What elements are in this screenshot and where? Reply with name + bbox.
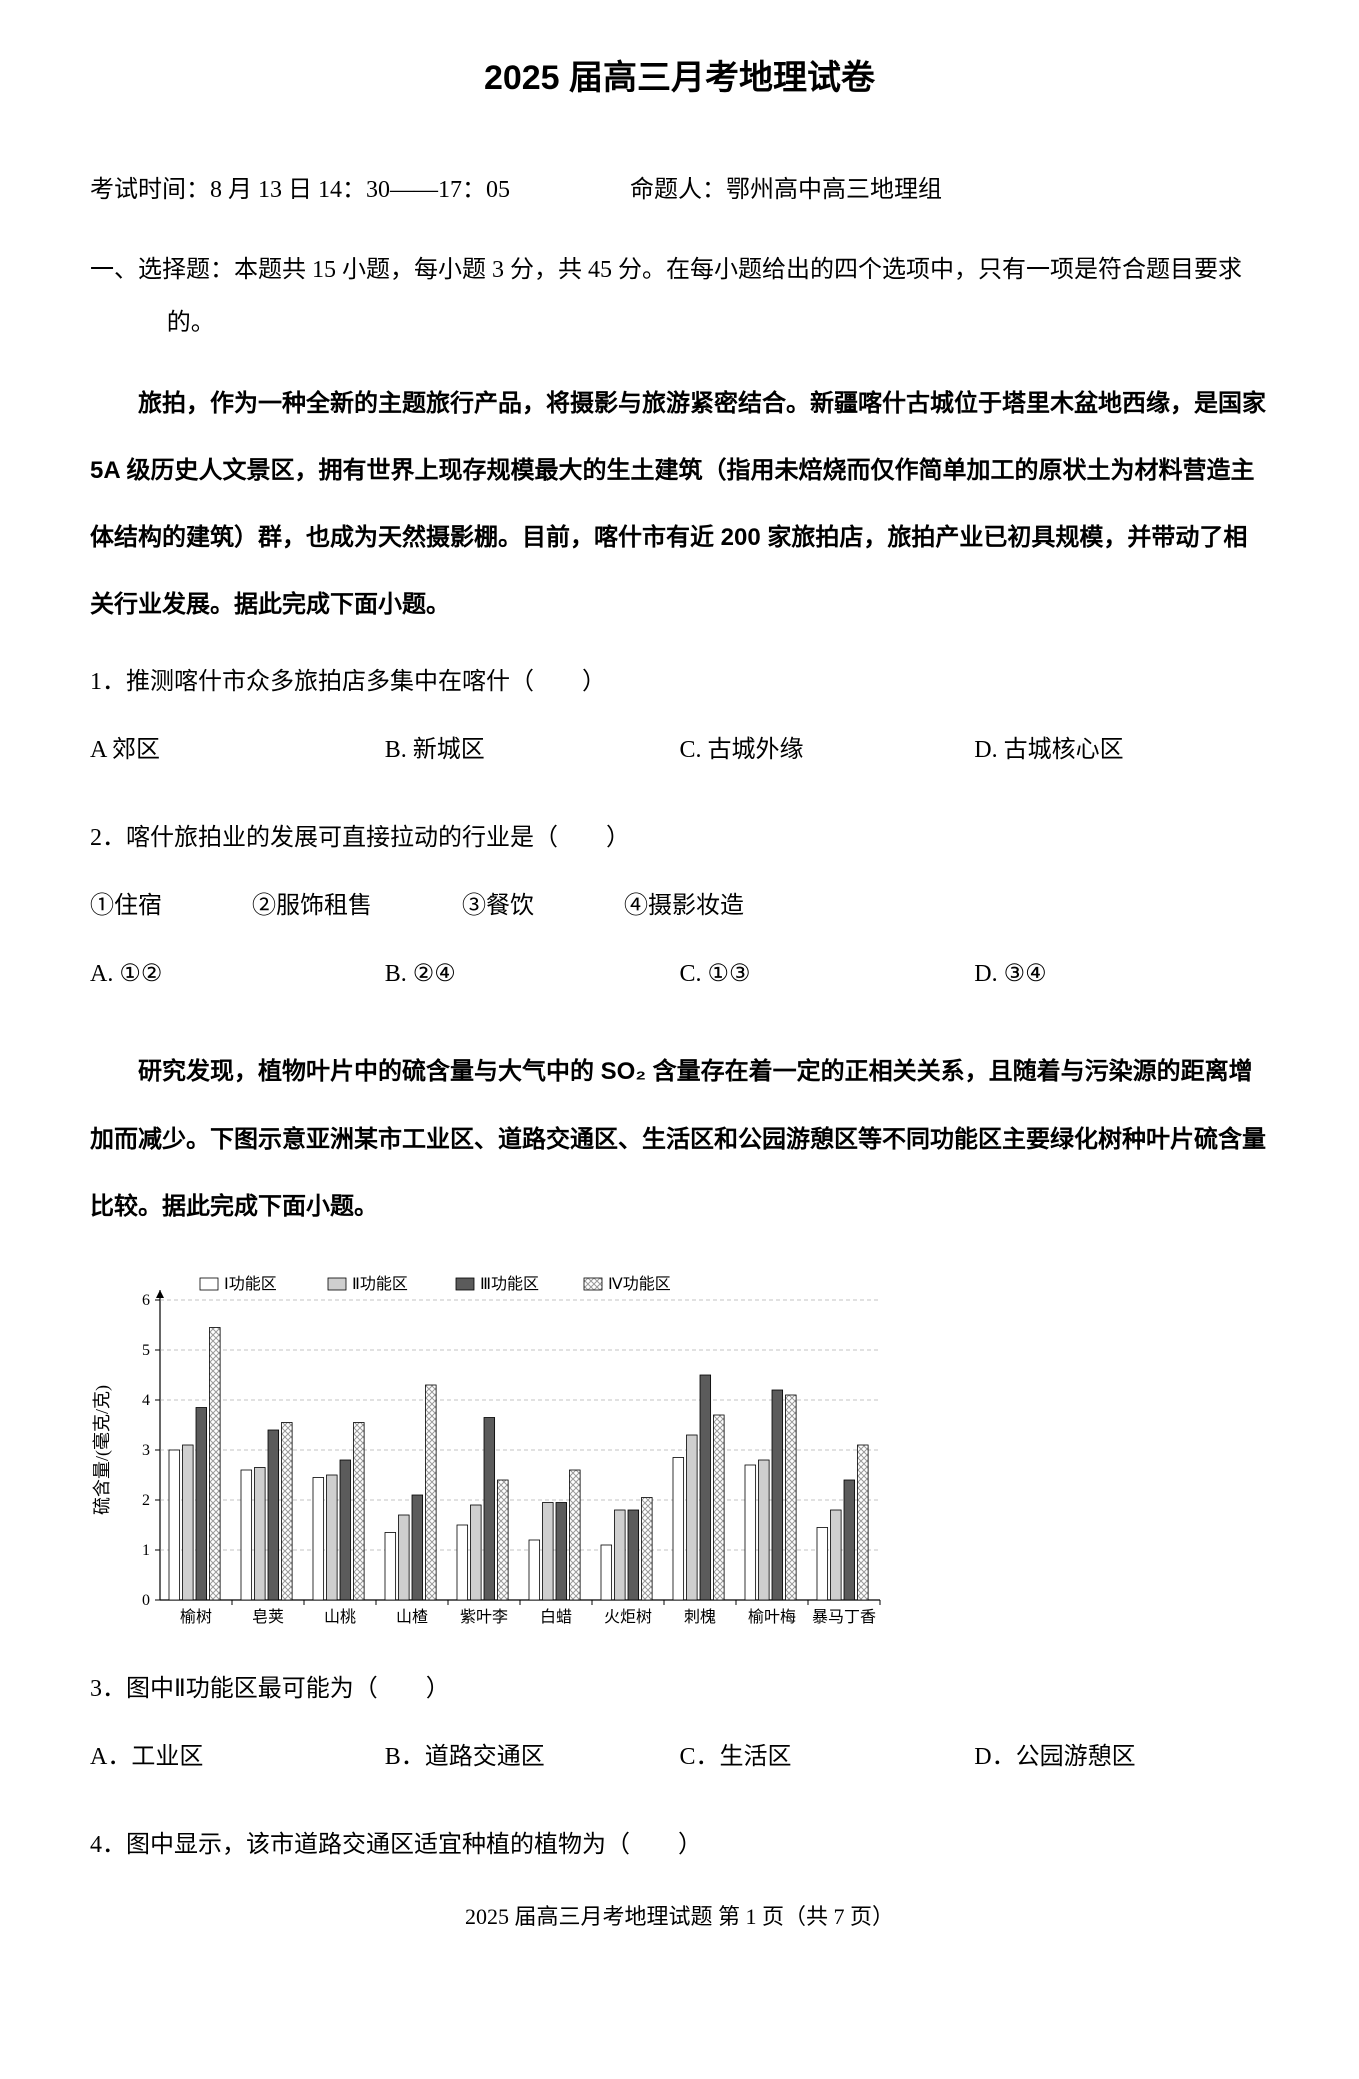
svg-text:1: 1 — [142, 1542, 150, 1559]
q3-opt-d: D．公园游憩区 — [974, 1733, 1269, 1781]
q1-stem: 1．推测喀什市众多旅拍店多集中在喀什（ ） — [90, 658, 1269, 706]
svg-text:Ⅰ功能区: Ⅰ功能区 — [224, 1275, 277, 1293]
q2-item-2: ②服饰租售 — [252, 882, 372, 930]
q2-opt-b: B. ②④ — [385, 950, 680, 998]
q2-items: ①住宿 ②服饰租售 ③餐饮 ④摄影妆造 — [90, 882, 1269, 930]
sulfur-chart: 0 1 2 3 4 5 6 硫含量/(毫克/克) 榆树 皂荚 山桃 山楂 紫叶李 白蜡 火炬树 刺槐 榆叶梅暴马… — [90, 1260, 890, 1645]
exam-author: 命题人：鄂州高中高三地理组 — [630, 169, 942, 204]
svg-text:2: 2 — [142, 1492, 150, 1509]
q1-opt-c: C. 古城外缘 — [680, 726, 975, 774]
svg-text:暴马丁香: 暴马丁香 — [812, 1608, 876, 1626]
q4-stem: 4．图中显示，该市道路交通区适宜种植的植物为（ ） — [90, 1821, 1269, 1869]
svg-text:皂荚: 皂荚 — [252, 1608, 284, 1626]
q3-opt-a: A．工业区 — [90, 1733, 385, 1781]
svg-text:硫含量/(毫克/克): 硫含量/(毫克/克) — [92, 1385, 113, 1515]
svg-text:3: 3 — [142, 1442, 150, 1459]
q2-item-4: ④摄影妆造 — [624, 882, 744, 930]
exam-time-value: 8 月 13 日 14：30——17：05 — [210, 177, 510, 203]
q2-options: A. ①② B. ②④ C. ①③ D. ③④ — [90, 950, 1269, 998]
svg-text:5: 5 — [142, 1342, 150, 1359]
svg-text:4: 4 — [142, 1392, 150, 1409]
q3-stem: 3．图中Ⅱ功能区最可能为（ ） — [90, 1665, 1269, 1713]
exam-title: 2025 届高三月考地理试卷 — [90, 50, 1269, 99]
q1-options: A 郊区 B. 新城区 C. 古城外缘 D. 古城核心区 — [90, 726, 1269, 774]
q2-opt-c: C. ①③ — [680, 950, 975, 998]
svg-text:山桃: 山桃 — [324, 1608, 356, 1626]
q2-item-1: ①住宿 — [90, 882, 162, 930]
svg-text:火炬树: 火炬树 — [604, 1608, 652, 1626]
exam-time-label: 考试时间： — [90, 177, 210, 203]
svg-text:白蜡: 白蜡 — [540, 1608, 572, 1626]
q2-opt-d: D. ③④ — [974, 950, 1269, 998]
author-label: 命题人： — [630, 177, 726, 203]
q1-opt-b: B. 新城区 — [385, 726, 680, 774]
svg-text:Ⅲ功能区: Ⅲ功能区 — [480, 1275, 539, 1293]
svg-text:刺槐: 刺槐 — [684, 1608, 716, 1626]
q1-opt-d: D. 古城核心区 — [974, 726, 1269, 774]
q2-opt-a: A. ①② — [90, 950, 385, 998]
exam-time: 考试时间：8 月 13 日 14：30——17：05 — [90, 169, 510, 204]
chart-svg: 0 1 2 3 4 5 6 硫含量/(毫克/克) 榆树 皂荚 山桃 山楂 紫叶李 白蜡 火炬树 刺槐 榆叶梅暴马… — [90, 1260, 890, 1640]
author-value: 鄂州高中高三地理组 — [726, 177, 942, 203]
svg-text:Ⅱ功能区: Ⅱ功能区 — [352, 1275, 408, 1293]
svg-text:榆树: 榆树 — [180, 1608, 212, 1626]
exam-info-line: 考试时间：8 月 13 日 14：30——17：05 命题人：鄂州高中高三地理组 — [90, 169, 1269, 204]
q3-opt-b: B．道路交通区 — [385, 1733, 680, 1781]
passage-1: 旅拍，作为一种全新的主题旅行产品，将摄影与旅游紧密结合。新疆喀什古城位于塔里木盆… — [90, 370, 1269, 639]
svg-text:山楂: 山楂 — [396, 1608, 428, 1626]
q3-options: A．工业区 B．道路交通区 C．生活区 D．公园游憩区 — [90, 1733, 1269, 1781]
svg-text:6: 6 — [142, 1292, 150, 1309]
svg-text:榆叶梅: 榆叶梅 — [748, 1608, 796, 1626]
svg-text:紫叶李: 紫叶李 — [460, 1608, 508, 1626]
page-footer: 2025 届高三月考地理试题 第 1 页（共 7 页） — [90, 1899, 1269, 1931]
q3-opt-c: C．生活区 — [680, 1733, 975, 1781]
passage-2: 研究发现，植物叶片中的硫含量与大气中的 SO₂ 含量存在着一定的正相关关系，且随… — [90, 1038, 1269, 1240]
section-header: 一、选择题：本题共 15 小题，每小题 3 分，共 45 分。在每小题给出的四个… — [90, 244, 1269, 350]
svg-text:Ⅳ功能区: Ⅳ功能区 — [608, 1275, 671, 1293]
q1-opt-a: A 郊区 — [90, 726, 385, 774]
svg-text:0: 0 — [142, 1592, 150, 1609]
q2-item-3: ③餐饮 — [462, 882, 534, 930]
q2-stem: 2．喀什旅拍业的发展可直接拉动的行业是（ ） — [90, 814, 1269, 862]
